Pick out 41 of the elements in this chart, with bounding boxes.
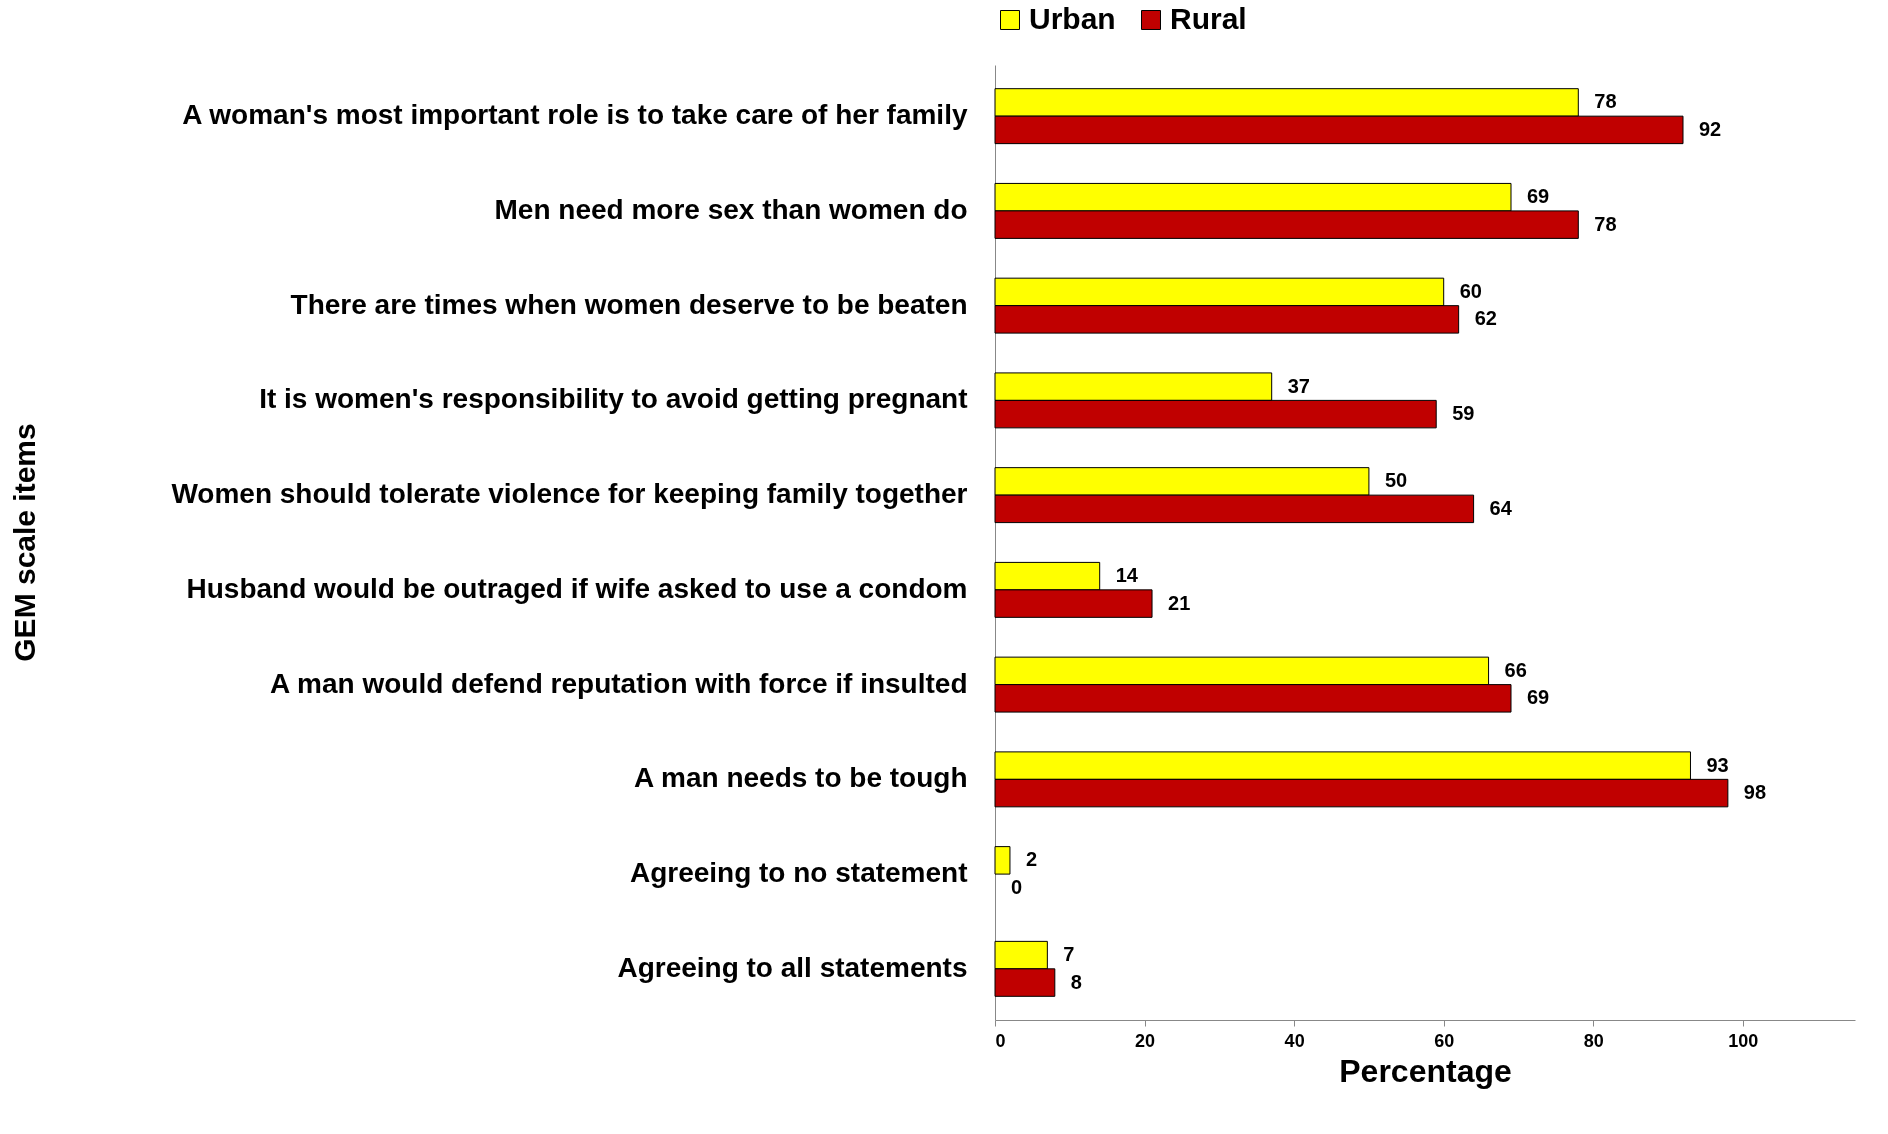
bar xyxy=(994,846,1011,875)
data-label: 98 xyxy=(1743,781,1767,804)
data-label: 69 xyxy=(1527,185,1550,208)
data-label: 0 xyxy=(1011,875,1023,898)
y-tick-label: There are times when women deserve to be beaten xyxy=(290,288,968,320)
y-tick-label: Agreeing to all statements xyxy=(617,951,968,983)
x-tick-label: 80 xyxy=(1583,1030,1604,1051)
legend-label: Rural xyxy=(1170,2,1247,35)
data-label: 21 xyxy=(1168,591,1191,614)
y-tick-label: Women should tolerate violence for keeping family together xyxy=(171,478,968,510)
x-tick-label: 60 xyxy=(1434,1030,1455,1051)
data-label: 60 xyxy=(1459,279,1482,302)
data-label: 37 xyxy=(1287,374,1310,397)
y-tick-label: A woman's most important role is to take care of her family xyxy=(182,99,968,131)
data-label: 78 xyxy=(1594,90,1617,113)
x-tick-label: 0 xyxy=(995,1030,1006,1051)
legend-label: Urban xyxy=(1029,2,1116,35)
data-label: 8 xyxy=(1070,970,1082,993)
x-axis-title: Percentage xyxy=(1339,1052,1512,1089)
data-label: 2 xyxy=(1025,848,1038,871)
data-label: 7 xyxy=(1063,943,1075,966)
y-tick-label: It is women's responsibility to avoid getting pregnant xyxy=(259,383,968,415)
data-label: 59 xyxy=(1452,402,1475,425)
y-tick-label: A man needs to be tough xyxy=(634,762,968,794)
data-label: 78 xyxy=(1594,212,1617,235)
data-label: 93 xyxy=(1706,753,1729,776)
data-label: 64 xyxy=(1489,496,1513,519)
x-tick-label: 40 xyxy=(1284,1030,1305,1051)
data-label: 66 xyxy=(1504,658,1527,681)
data-label: 92 xyxy=(1699,117,1722,140)
x-tick-label: 20 xyxy=(1135,1030,1156,1051)
data-label: 14 xyxy=(1115,564,1139,587)
y-tick-label: Husband would be outraged if wife asked to use a condom xyxy=(186,572,968,604)
y-tick-label: Men need more sex than women do xyxy=(494,193,968,225)
y-tick-label: A man would defend reputation with force if insulted xyxy=(270,667,968,699)
x-tick-label: 100 xyxy=(1728,1030,1759,1051)
data-label: 62 xyxy=(1474,307,1497,330)
y-axis-title: GEM scale items xyxy=(7,423,41,662)
data-label: 50 xyxy=(1384,469,1408,492)
y-tick-label: Agreeing to no statement xyxy=(629,857,968,889)
data-label: 69 xyxy=(1527,686,1550,709)
